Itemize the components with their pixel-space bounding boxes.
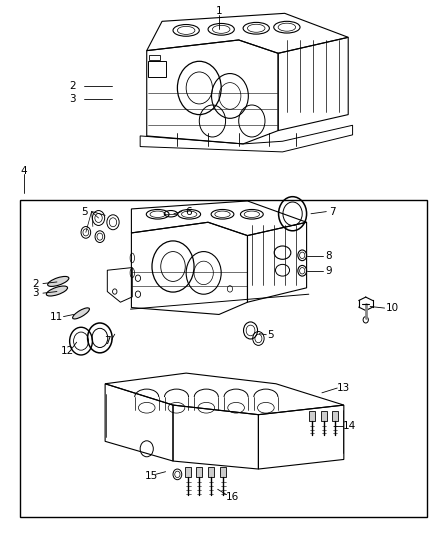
Text: 16: 16 <box>226 492 239 502</box>
Bar <box>196 467 202 477</box>
Text: 9: 9 <box>325 266 332 276</box>
Bar <box>220 467 226 477</box>
Bar <box>20 200 427 517</box>
Text: 5: 5 <box>267 330 274 340</box>
Bar <box>321 411 327 421</box>
Text: 8: 8 <box>325 251 332 261</box>
Bar <box>332 411 338 421</box>
Text: 14: 14 <box>343 422 356 431</box>
Bar <box>208 467 214 477</box>
Text: 13: 13 <box>337 383 350 393</box>
Text: 1: 1 <box>215 6 223 15</box>
Text: 5: 5 <box>81 207 88 216</box>
Bar <box>148 61 166 77</box>
Ellipse shape <box>48 277 69 286</box>
Text: 10: 10 <box>385 303 399 313</box>
Bar <box>149 55 160 60</box>
Ellipse shape <box>73 308 89 319</box>
Bar <box>185 467 191 477</box>
Text: 11: 11 <box>49 312 63 321</box>
Text: 2: 2 <box>32 279 39 288</box>
Text: 15: 15 <box>145 471 158 481</box>
Bar <box>309 411 315 421</box>
Text: 3: 3 <box>69 94 76 103</box>
Text: 7: 7 <box>104 336 111 346</box>
Text: 12: 12 <box>61 346 74 356</box>
Text: 2: 2 <box>69 82 76 91</box>
Text: 3: 3 <box>32 288 39 298</box>
Ellipse shape <box>46 286 67 296</box>
Text: 6: 6 <box>185 207 192 216</box>
Text: 4: 4 <box>21 166 28 175</box>
Text: 7: 7 <box>329 207 336 216</box>
